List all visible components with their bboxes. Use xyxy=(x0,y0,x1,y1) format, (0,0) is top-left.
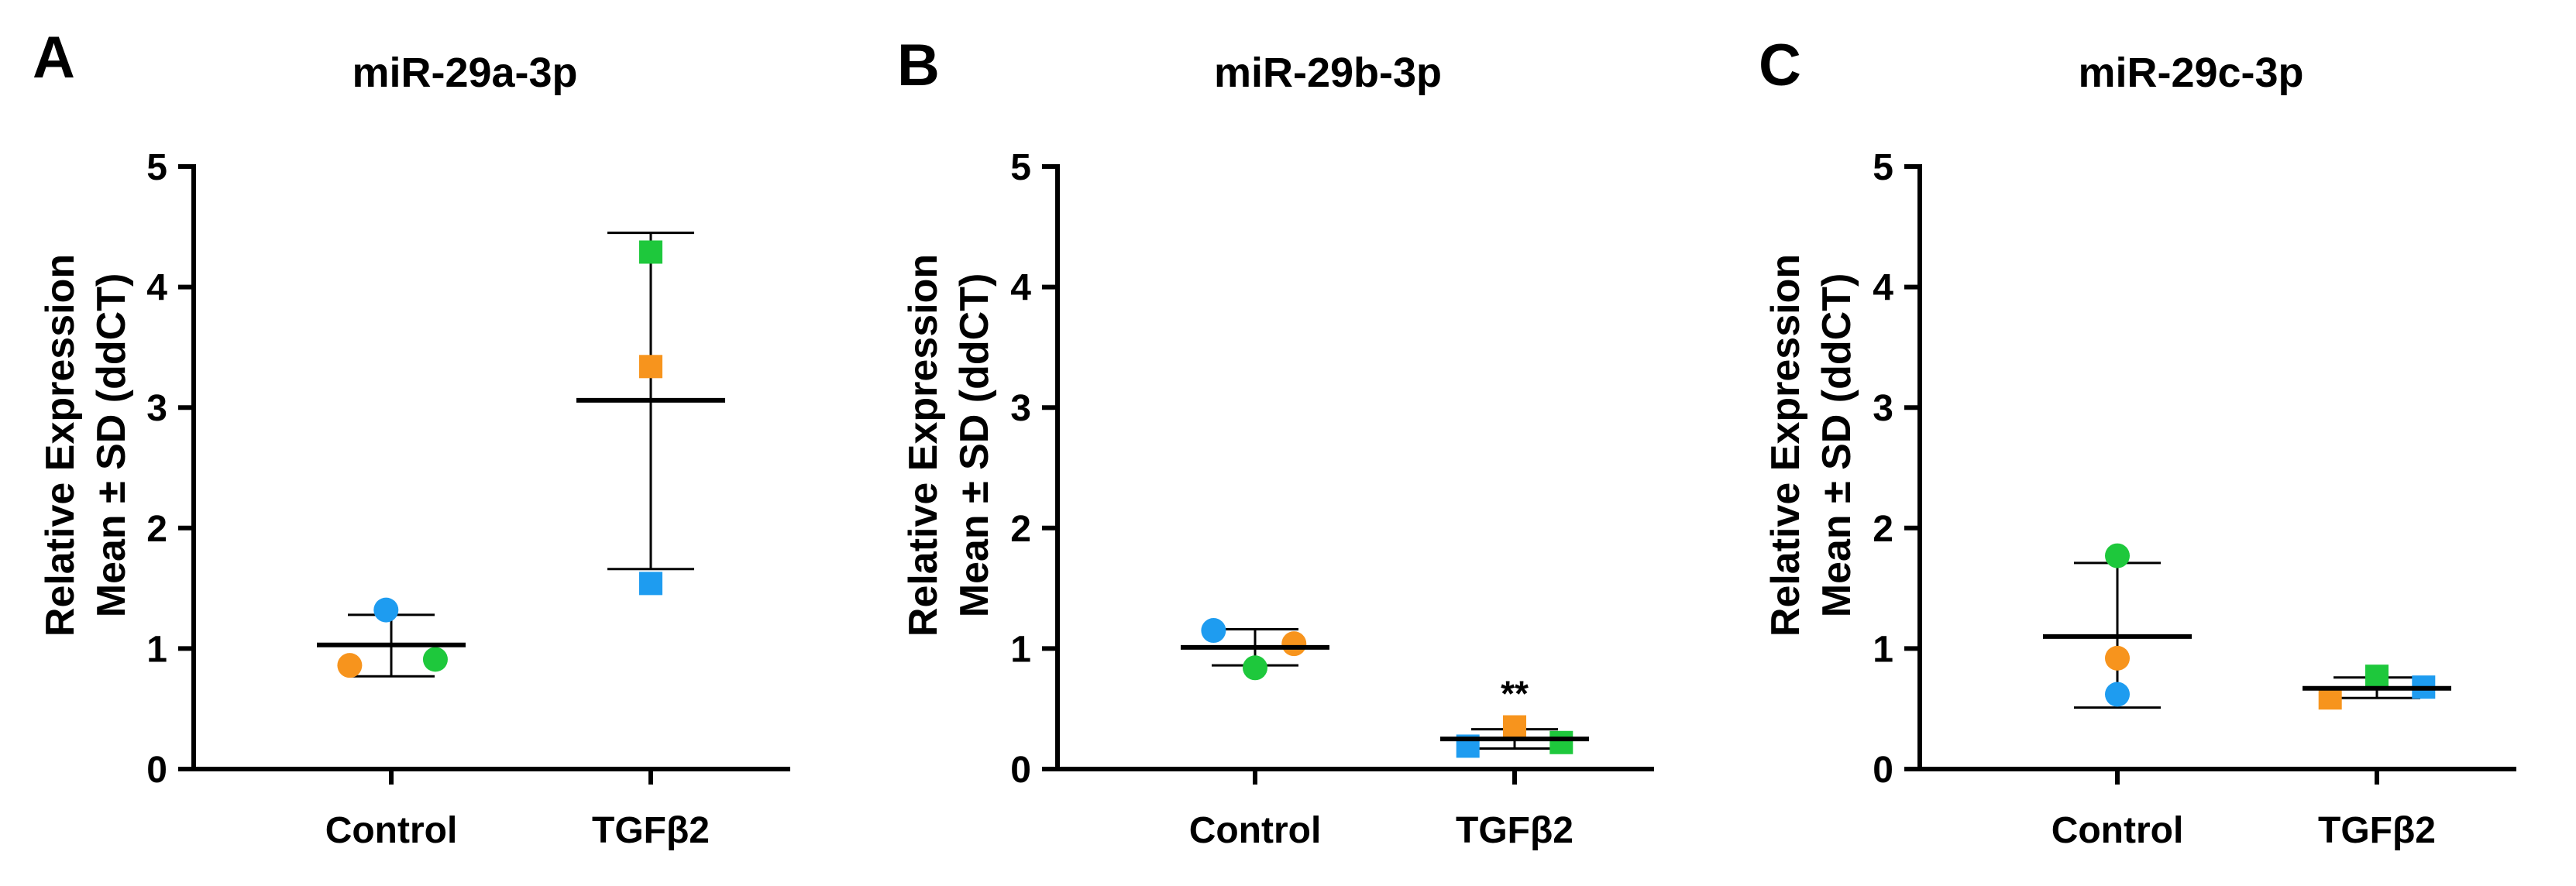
panel-b-control-point-1 xyxy=(1281,631,1307,657)
panel-a-ylabel-line-1: Relative Expression xyxy=(38,254,83,637)
panel-a-y-axis-label: Relative Expression Mean ± SD (ddCT) xyxy=(38,254,134,637)
panel-a-y-tick-label-3: 3 xyxy=(146,388,167,429)
panel-a-tgfb2-point-1 xyxy=(639,355,662,379)
panel-b-tgfb2-point-2 xyxy=(1549,730,1573,754)
panel-b-y-axis-label: Relative Expression Mean ± SD (ddCT) xyxy=(901,254,997,637)
panel-b-y-tick-label-1: 1 xyxy=(1010,629,1031,670)
panel-b-control-point-2 xyxy=(1243,655,1267,681)
panel-c-control-point-2 xyxy=(2105,682,2130,707)
panel-letter-b: B xyxy=(897,33,940,98)
panel-b-control-point-0 xyxy=(1201,618,1226,644)
panel-c-y-tick-label-1: 1 xyxy=(1873,629,1893,670)
panel-a-tgfb2-point-2 xyxy=(639,572,662,596)
panel-b-y-tick-label-2: 2 xyxy=(1010,509,1031,550)
panel-letter-a: A xyxy=(33,25,75,91)
panel-c-y-tick-label-0: 0 xyxy=(1873,750,1893,791)
panel-c-y-tick-label-3: 3 xyxy=(1873,388,1893,429)
panel-b-tgfb2-significance: ** xyxy=(1501,674,1529,714)
panel-c-x-tick-label-1: TGFβ2 xyxy=(2318,810,2436,851)
panel-a-control-point-2 xyxy=(422,647,448,672)
panel-c-y-tick-label-2: 2 xyxy=(1873,509,1893,550)
panel-b-x-tick-label-1: TGFβ2 xyxy=(1456,810,1573,851)
panel-b-plot-area: 0 1 2 3 4 5 Control TGFβ2 ** xyxy=(1010,147,1654,851)
panel-c-y-axis-label: Relative Expression Mean ± SD (ddCT) xyxy=(1763,254,1859,637)
panel-b-ylabel-line-2: Mean ± SD (ddCT) xyxy=(952,273,997,618)
panel-a-title: miR-29a-3p xyxy=(352,50,577,96)
panel-c-ylabel-line-1: Relative Expression xyxy=(1763,254,1808,637)
panel-b-y-tick-label-4: 4 xyxy=(1010,268,1031,309)
panel-c-control-point-1 xyxy=(2105,645,2130,671)
panel-a-y-tick-label-5: 5 xyxy=(146,147,167,188)
panel-a-y-tick-label-1: 1 xyxy=(146,629,167,670)
panel-c-y-tick-label-5: 5 xyxy=(1873,147,1893,188)
panel-c-plot-area: 0 1 2 3 4 5 Control TGFβ2 xyxy=(1873,147,2516,851)
panel-c-x-tick-label-0: Control xyxy=(2052,810,2184,851)
panel-a-y-tick-label-4: 4 xyxy=(146,268,167,309)
panel-b: B miR-29b-3p Relative Expression Mean ± … xyxy=(897,33,1654,851)
panel-b-ylabel-line-1: Relative Expression xyxy=(901,254,946,637)
panel-a-ylabel-line-2: Mean ± SD (ddCT) xyxy=(89,273,134,618)
panel-b-tgfb2-point-0 xyxy=(1503,715,1526,739)
panel-c-control-point-0 xyxy=(2105,543,2130,568)
panel-b-x-tick-label-0: Control xyxy=(1189,810,1322,851)
panel-a-tgfb2-point-0 xyxy=(639,240,662,264)
panel-b-y-tick-label-5: 5 xyxy=(1010,147,1031,188)
panel-c: C miR-29c-3p Relative Expression Mean ± … xyxy=(1759,33,2516,851)
panel-c-tgfb2-point-0 xyxy=(2365,664,2389,689)
panel-a-x-tick-label-1: TGFβ2 xyxy=(592,810,710,851)
panel-c-title: miR-29c-3p xyxy=(2078,50,2303,96)
panel-c-y-tick-label-4: 4 xyxy=(1873,268,1893,309)
panel-a-control-point-0 xyxy=(373,597,399,623)
panel-a-plot-area: 0 1 2 3 4 5 Control TGFβ2 xyxy=(146,147,790,851)
panel-a-control-point-1 xyxy=(337,653,363,678)
panel-b-title: miR-29b-3p xyxy=(1214,50,1442,96)
panel-a-x-tick-label-0: Control xyxy=(325,810,458,851)
panel-letter-c: C xyxy=(1759,33,1801,98)
panel-b-y-tick-label-3: 3 xyxy=(1010,388,1031,429)
panel-a-y-tick-label-2: 2 xyxy=(146,509,167,550)
panel-b-y-tick-label-0: 0 xyxy=(1010,750,1031,791)
panel-a-y-tick-label-0: 0 xyxy=(146,750,167,791)
panel-a: A miR-29a-3p Relative Expression Mean ± … xyxy=(33,25,790,851)
panel-c-ylabel-line-2: Mean ± SD (ddCT) xyxy=(1814,273,1859,618)
